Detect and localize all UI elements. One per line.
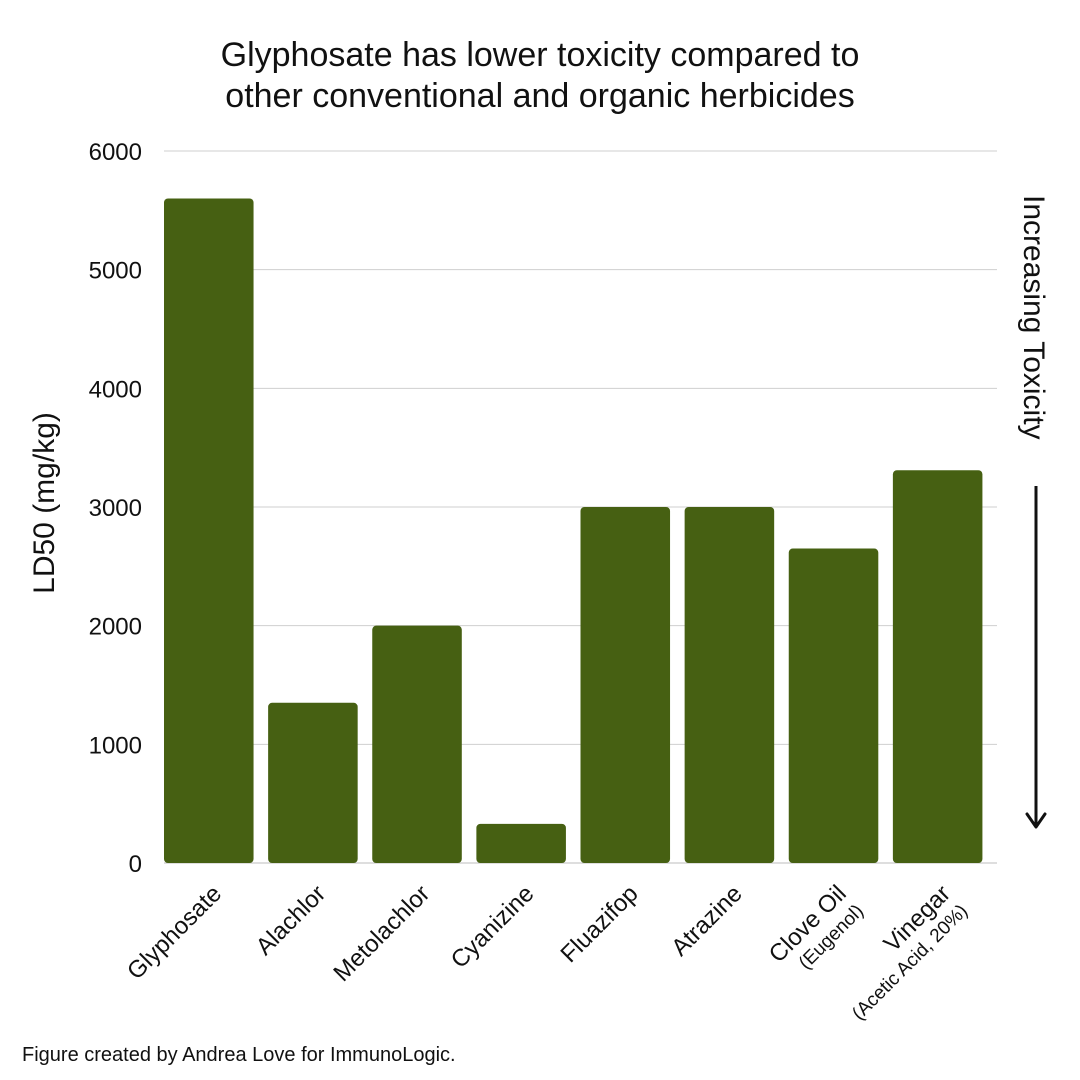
y-tick-label: 3000	[89, 495, 142, 522]
y-tick-label: 6000	[89, 139, 142, 166]
bar	[164, 198, 254, 863]
chart-title-line-1: Glyphosate has lower toxicity compared t…	[221, 36, 860, 74]
y-axis-label: LD50 (mg/kg)	[28, 412, 61, 594]
y-tick-label: 2000	[89, 614, 142, 641]
increasing-toxicity-label: Increasing Toxicity	[1017, 195, 1050, 440]
arrow-down-icon	[1025, 812, 1047, 829]
bar	[580, 507, 671, 863]
x-tick-label: Metolachlor	[328, 880, 435, 987]
y-tick-label: 5000	[89, 258, 142, 285]
chart-title-line-2: other conventional and organic herbicide…	[225, 77, 854, 115]
x-tick-label: Fluazifop	[556, 880, 644, 968]
x-tick-label: Alachlor	[251, 880, 331, 960]
x-tick-label: Atrazine	[666, 880, 747, 961]
bar	[268, 702, 358, 863]
x-tick-label: Glyphosate	[122, 880, 227, 985]
y-tick-label: 1000	[89, 732, 142, 759]
bar	[372, 625, 462, 863]
toxicity-annotation: Increasing Toxicity	[1017, 195, 1050, 829]
bar	[684, 507, 775, 863]
figure-credit: Figure created by Andrea Love for Immuno…	[22, 1044, 456, 1066]
chart-title: Glyphosate has lower toxicity compared t…	[221, 36, 860, 115]
bar	[788, 548, 879, 863]
bars	[164, 198, 983, 863]
y-tick-label: 0	[129, 851, 142, 878]
bar	[476, 823, 566, 863]
bar	[892, 470, 983, 863]
x-tick-label: Cyanizine	[446, 880, 540, 974]
y-axis-ticks: 0 1000 2000 3000 4000 5000 6000	[89, 139, 142, 878]
y-tick-label: 4000	[89, 376, 142, 403]
